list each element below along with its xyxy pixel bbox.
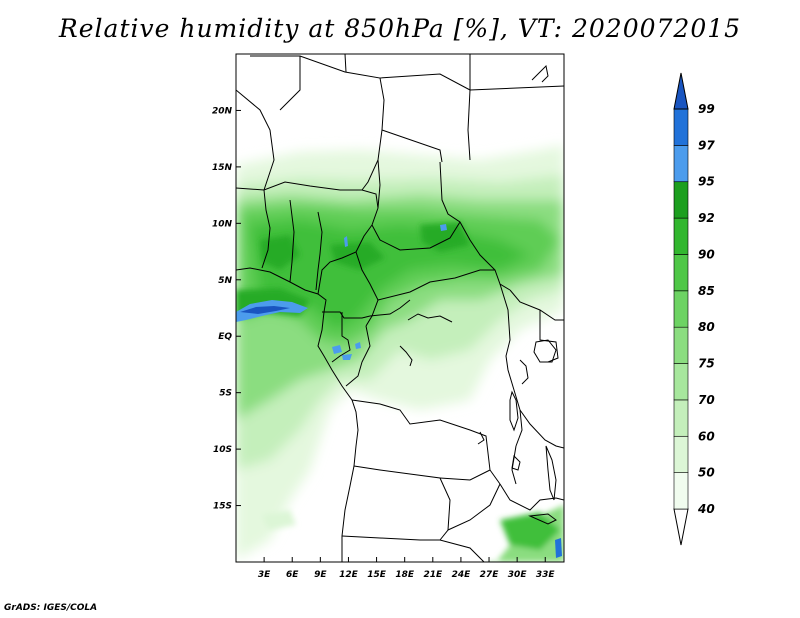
x-tick-label: 33E [536,570,556,580]
y-tick-label: 10N [212,219,233,229]
credit-label: GrADS: IGES/COLA [4,603,98,613]
x-tick-label: 6E [286,570,299,580]
colorbar-label: 40 [697,502,715,516]
x-tick-label: 12E [339,570,359,580]
x-tick-label: 18E [395,570,415,580]
colorbar-label: 75 [698,357,715,371]
colorbar-label: 90 [698,247,715,261]
colorbar-box [673,363,689,401]
x-tick-label: 15E [367,570,387,580]
colorbar-label: 70 [698,393,715,407]
x-tick-label: 24E [452,570,472,580]
y-tick-label: 20N [212,106,233,116]
colorbar-box [673,435,689,473]
colorbar-box [673,108,689,146]
x-tick-label: 30E [508,570,528,580]
colorbar-box [673,181,689,219]
y-tick-label: 5N [218,276,232,286]
y-axis: 20N 15N 10N 5N EQ 5S 10S 15S [212,106,241,512]
colorbar-label: 85 [698,284,715,298]
colorbar-box [673,399,689,437]
colorbar-label: 95 [698,175,715,189]
colorbar-label: 50 [698,466,715,480]
colorbar-box [673,254,689,292]
colorbar-label: 80 [698,320,715,334]
colorbar-label: 92 [698,211,715,225]
colorbar-box [673,217,689,255]
colorbar-high-triangle [673,72,689,110]
x-tick-label: 3E [258,570,271,580]
x-axis: 3E 6E 9E 12E 15E 18E 21E 24E 27E 30E 33E [258,557,556,580]
y-tick-label: 5S [219,389,232,399]
colorbar-box [673,290,689,328]
colorbar-box [673,145,689,183]
colorbar-low-triangle [673,508,689,546]
y-tick-label: EQ [218,332,232,342]
humidity-shading [236,145,564,562]
colorbar-box [673,326,689,364]
country-borders [236,54,564,562]
map-title: Relative humidity at 850hPa [%], VT: 202… [58,14,742,43]
colorbar-label: 97 [698,138,715,152]
x-tick-label: 9E [314,570,327,580]
colorbar: 40 50 60 70 75 80 85 90 92 95 97 99 [673,72,715,546]
x-tick-label: 27E [480,570,500,580]
y-tick-label: 10S [213,445,232,455]
y-tick-label: 15N [212,163,233,173]
x-tick-label: 21E [423,570,443,580]
colorbar-box [673,472,689,510]
map-frame [235,53,565,563]
colorbar-label: 60 [698,429,715,443]
colorbar-label: 99 [698,102,715,116]
y-tick-label: 15S [213,502,232,512]
